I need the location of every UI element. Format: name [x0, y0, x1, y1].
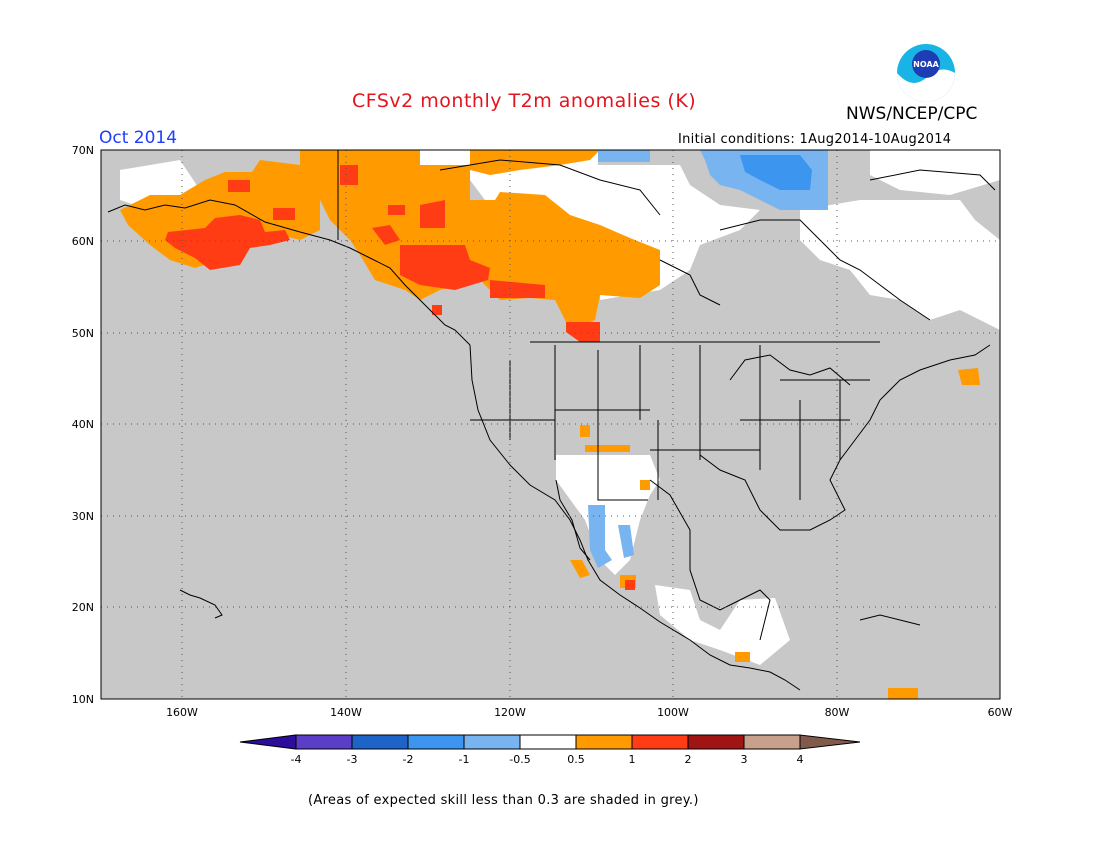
lat-label: 30N	[72, 510, 94, 523]
colorbar-tick-label: -3	[347, 753, 358, 766]
lat-label: 10N	[72, 693, 94, 706]
skill-footnote: (Areas of expected skill less than 0.3 a…	[308, 793, 699, 808]
colorbar-segment	[351, 734, 409, 750]
colorbar-segment	[519, 734, 577, 750]
lat-label: 40N	[72, 418, 94, 431]
colorbar-tick-label: -1	[459, 753, 470, 766]
colorbar-segment	[631, 734, 689, 750]
colorbar-tick-label: 2	[685, 753, 692, 766]
lat-label: 60N	[72, 235, 94, 248]
lon-label: 120W	[494, 706, 526, 719]
lon-label: 160W	[166, 706, 198, 719]
noaa-logo: NOAA	[897, 44, 955, 102]
colorbar-segment	[743, 734, 801, 750]
colorbar-segment	[295, 734, 353, 750]
colorbar-tick-label: 3	[741, 753, 748, 766]
lon-label: 60W	[988, 706, 1013, 719]
coastlines-and-borders	[107, 150, 996, 691]
colorbar-tick-label: 1	[629, 753, 636, 766]
lat-label: 50N	[72, 327, 94, 340]
colorbar-segment	[575, 734, 633, 750]
colorbar-low-arrow	[239, 734, 297, 750]
initial-conditions-label: Initial conditions: 1Aug2014-10Aug2014	[678, 132, 952, 147]
colorbar-segment	[407, 734, 465, 750]
cool-anomaly-areas	[588, 150, 828, 568]
period-label: Oct 2014	[99, 128, 178, 148]
colorbar-tick-label: -0.5	[509, 753, 530, 766]
svg-text:NOAA: NOAA	[913, 60, 939, 69]
colorbar-tick-label: 0.5	[567, 753, 585, 766]
agency-label: NWS/NCEP/CPC	[846, 104, 978, 124]
lon-label: 100W	[657, 706, 689, 719]
colorbar-segment	[463, 734, 521, 750]
colorbar: -4 -3 -2 -1 -0.5 0.5 1 2 3 4	[239, 734, 861, 766]
map-frame	[100, 149, 1001, 700]
colorbar-tick-label: -2	[403, 753, 414, 766]
lon-label: 80W	[825, 706, 850, 719]
lat-label: 20N	[72, 601, 94, 614]
colorbar-segment	[687, 734, 745, 750]
lon-label: 140W	[330, 706, 362, 719]
lat-label: 70N	[72, 144, 94, 157]
colorbar-tick-label: 4	[797, 753, 804, 766]
map-title: CFSv2 monthly T2m anomalies (K)	[352, 90, 697, 112]
colorbar-tick-label: -4	[291, 753, 302, 766]
colorbar-high-arrow	[799, 734, 861, 750]
